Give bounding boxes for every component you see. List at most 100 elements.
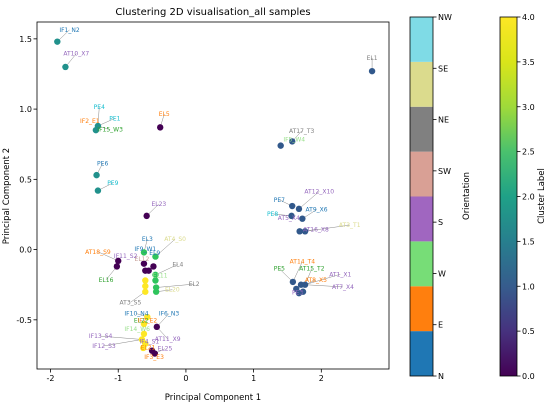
point-label: EL20 [165,287,180,294]
point-label: IF9_W1 [134,246,156,253]
x-tick-label: 1 [251,374,256,383]
orientation-tick-label: S [438,218,443,227]
point-label: IF11_S2 [114,253,138,260]
label-leader-line [100,335,142,340]
data-point [143,212,150,220]
point-label: AT17_T3 [289,128,315,135]
data-point [93,171,100,179]
point-label: EL21 [141,344,156,351]
data-point [140,330,148,338]
point-label: IF2_E1 [80,118,100,125]
label-leader-line [155,238,176,257]
point-label: EL25 [158,346,173,353]
data-points [54,38,376,357]
data-point [62,63,69,71]
y-tick-label: -0.5 [16,316,32,325]
point-label: IF6_N3 [159,311,180,318]
data-point [94,187,102,194]
orientation-segment [410,61,433,107]
point-label: IF10_N4 [124,311,148,318]
data-point [296,228,303,235]
orientation-tick-label: E [438,321,443,330]
data-point [299,215,306,222]
x-tick-label: 0 [183,374,188,383]
data-point [140,249,148,256]
point-label: AT12_X10 [304,188,334,195]
point-label: EL2 [189,281,200,288]
point-labels: IF1_N2 AT10_X7 EL1 PE4 PE1 EL5 IF2_E1 IF15_W3 AT… [59,27,377,361]
orientation-segment [410,17,433,62]
point-label: IF5_W4 [283,136,305,143]
cluster-tick-label: 2.5 [522,148,535,157]
plot-area: IF1_N2 AT10_X7 EL1 PE4 PE1 EL5 IF2_E1 IF15_W3 AT… [54,27,378,361]
orientation-colorbar [410,17,433,376]
point-label: IF13_S4 [89,333,113,340]
point-label: EL9 [149,250,160,257]
point-label: PE7 [274,197,285,204]
data-point [150,263,157,270]
orientation-colorbar-frame [409,16,434,377]
data-point [54,38,61,45]
data-point [152,253,159,260]
point-label: EL5 [159,111,170,118]
data-point [152,271,159,279]
point-label: EL1 [367,55,378,62]
data-point [301,281,309,288]
data-point [299,288,307,295]
data-point [140,260,148,267]
data-point [153,323,161,331]
cluster-colorbar-label: Cluster Label [537,168,547,224]
cluster-tick-label: 3.0 [522,103,535,112]
point-label: EL11 [153,273,168,280]
orientation-segment [410,241,433,287]
orientation-tick-label: SW [438,167,451,176]
point-label: AT9_X6 [306,207,328,214]
cluster-tick-label: 1.0 [522,282,535,291]
data-point [277,142,284,149]
orientation-tick-label: NE [438,116,449,125]
x-axis-label: Principal Component 1 [165,393,261,403]
data-point [140,320,148,328]
x-tick-label: 2 [319,374,324,383]
y-tick-label: 0.5 [19,175,32,184]
label-leader-line [305,224,350,232]
orientation-tick-label: NW [438,13,452,22]
x-tick-label: -2 [47,374,55,383]
point-label: IF3_E3 [144,354,164,361]
orientation-segment [410,286,433,332]
point-label: IF15_W3 [97,127,123,134]
data-point [288,212,295,220]
orientation-tick-label: SE [438,64,448,73]
point-label: AT5_X4 [278,215,300,222]
data-point [113,263,121,270]
point-label: EL4 [172,261,183,268]
data-point [301,228,309,235]
plot-frame [36,21,390,370]
point-label: AT16_X8 [303,226,329,233]
point-label: IF1_N2 [59,27,80,34]
point-label: AT8_X5 [305,277,327,284]
y-tick-label: 1.0 [19,105,32,114]
y-axis-ticks: -0.5 0.0 0.5 1.0 1.5 [16,35,37,325]
point-label: AT14_T4 [290,259,316,266]
point-label: IF4_S1 [140,339,160,346]
data-point [142,282,149,290]
y-axis-label: Principal Component 2 [2,148,12,244]
point-label: AT11_X9 [155,336,181,343]
y-tick-label: 1.5 [19,35,32,44]
point-label: PE4 [94,104,105,111]
data-point [142,288,149,295]
x-tick-label: -1 [114,374,122,383]
point-label: AT3_S5 [120,299,142,306]
label-leader-line [156,283,195,288]
orientation-tick-label: W [438,269,446,278]
label-leader-line [103,339,142,347]
label-leader-line [155,264,178,276]
data-point [142,277,149,284]
cluster-colorbar [499,16,518,377]
point-label: EL12 [135,256,150,263]
point-label: IF12_S3 [92,343,116,350]
orientation-tick-label: N [438,372,444,381]
